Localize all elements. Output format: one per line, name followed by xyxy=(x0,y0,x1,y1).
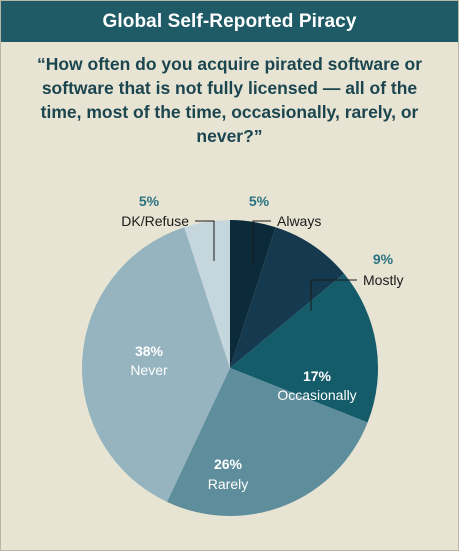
leader-lines xyxy=(195,220,357,311)
leader-always xyxy=(252,220,271,266)
pie-slice-rarely xyxy=(166,368,368,516)
label-dkrefuse-name: DK/Refuse xyxy=(121,213,189,229)
label-occasionally-name: Occasionally xyxy=(277,387,356,403)
chart-title: Global Self-Reported Piracy xyxy=(1,1,458,42)
label-occasionally-pct: 17% xyxy=(303,368,332,384)
label-dkrefuse-pct: 5% xyxy=(139,193,160,209)
pie-slices xyxy=(82,220,379,516)
pie-slice-occasionally xyxy=(230,273,379,423)
label-always-pct: 5% xyxy=(249,193,270,209)
label-mostly-pct: 9% xyxy=(373,251,394,267)
label-never-pct: 38% xyxy=(135,343,164,359)
label-mostly-name: Mostly xyxy=(363,272,403,288)
pie-slice-never xyxy=(82,227,231,502)
pie-slice-dkrefuse xyxy=(184,220,230,368)
label-rarely-name: Rarely xyxy=(208,476,248,492)
pie-slice-mostly xyxy=(230,227,345,368)
survey-question: “How often do you acquire pirated softwa… xyxy=(36,54,423,146)
label-rarely-pct: 26% xyxy=(214,456,243,472)
label-never-name: Never xyxy=(130,362,168,378)
leader-mostly xyxy=(310,279,357,311)
pie-slice-always xyxy=(230,220,276,368)
label-always-name: Always xyxy=(277,213,321,229)
leader-dkrefuse xyxy=(195,220,215,261)
pie-chart: 5% Always 9% Mostly 17% Occasionally 26%… xyxy=(82,193,403,516)
